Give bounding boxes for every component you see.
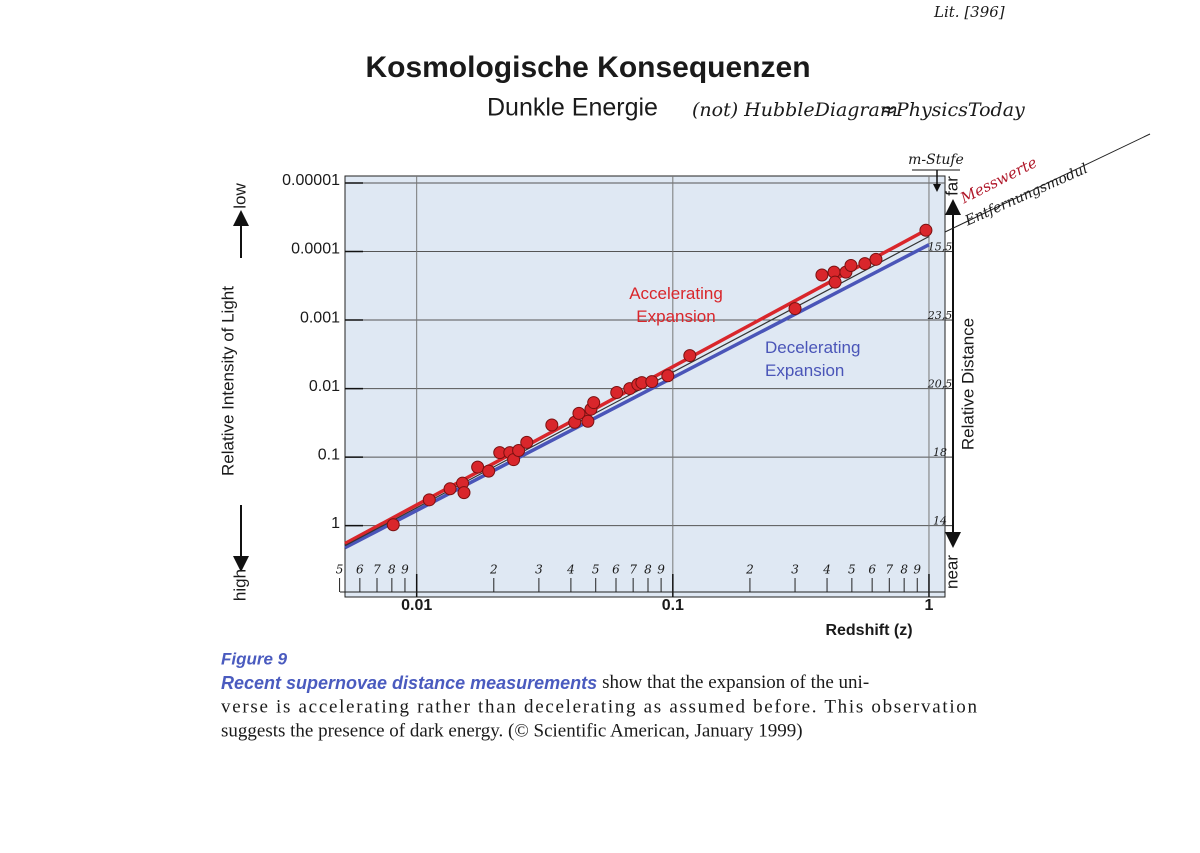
x-minor-tick-label: 9: [401, 563, 409, 577]
y2-title: m-Stufe: [908, 152, 964, 168]
data-point: [815, 268, 829, 282]
data-point: [844, 259, 858, 273]
data-point: [482, 464, 496, 478]
y-low-label: low: [230, 183, 249, 209]
x-minor-tick-label: 6: [356, 563, 364, 577]
y-axis-label: Relative Intensity of Light: [218, 286, 237, 476]
data-point: [520, 435, 534, 449]
data-point: [572, 406, 586, 420]
heading: Kosmologische Konsequenzen: [365, 51, 810, 84]
series-label-box: Decelerating Expansion: [765, 338, 861, 380]
y2-tick-label: 23,5: [927, 309, 953, 322]
data-point: [587, 396, 601, 410]
y2-near-label: near: [942, 555, 961, 589]
x-minor-tick-label: 2: [489, 563, 498, 577]
data-point: [919, 223, 933, 237]
x-minor-tick-label: 5: [592, 563, 600, 577]
data-point: [581, 414, 595, 428]
x-minor-tick-label: 2: [745, 563, 754, 577]
data-point: [683, 349, 697, 363]
subheading: Dunkle Energie: [487, 94, 658, 122]
y2-tick-label: 18: [933, 446, 947, 459]
data-point: [788, 302, 802, 316]
x-minor-tick-label: 5: [336, 563, 344, 577]
x-minor-tick-label: 6: [612, 563, 620, 577]
data-point: [422, 493, 436, 507]
x-minor-tick-label: 7: [885, 563, 893, 577]
figure-number: Figure 9: [221, 649, 288, 668]
reference-note: Lit. [396]: [933, 3, 1005, 21]
data-point: [443, 482, 457, 496]
y-tick-label: 0.001: [300, 309, 340, 326]
data-point: [858, 257, 872, 271]
y-tick-label: 0.01: [309, 378, 340, 395]
x-minor-tick-label: 5: [848, 563, 856, 577]
data-point: [869, 252, 883, 266]
data-point: [512, 443, 526, 457]
y-tick-label: 0.1: [318, 446, 340, 463]
marks: Accelerating Expansion Decelerating Expan…: [344, 223, 933, 550]
data-point: [457, 486, 471, 500]
y-high-label: high: [230, 569, 249, 601]
series-label: Decelerating Expansion: [765, 338, 861, 380]
x-minor-tick-label: 4: [822, 563, 831, 577]
x-minor-tick-label: 3: [535, 563, 543, 577]
data-point: [386, 518, 400, 532]
y-tick-label: 0.00001: [282, 172, 340, 189]
y2-far-label: far: [942, 176, 961, 196]
caption-text: suggests the presence of dark energy. (©…: [221, 720, 803, 741]
data-point: [661, 369, 675, 383]
x-minor-tick-label: 8: [900, 563, 908, 577]
series-label-box: Accelerating Expansion: [629, 284, 723, 326]
x-minor-tick-label: 7: [629, 563, 637, 577]
x-minor-tick-label: 8: [388, 563, 396, 577]
data-point: [545, 418, 559, 432]
x-minor-tick-label: 8: [644, 563, 652, 577]
y2-tick-label: 14: [933, 515, 947, 528]
caption-text: show that the expansion of the uni-: [602, 672, 869, 693]
x-minor-tick-label: 9: [913, 563, 921, 577]
caption-line: Recent supernovae distance measurements s…: [221, 672, 869, 693]
data-point: [471, 460, 485, 474]
x-minor-tick-label: 7: [373, 563, 381, 577]
y2-axis-arrow: [912, 133, 1151, 548]
series-label: Accelerating Expansion: [629, 284, 723, 326]
y2-axis-label: Relative Distance: [958, 318, 977, 450]
x-tick-label: 0.01: [401, 597, 432, 614]
y-tick-label: 1: [331, 515, 340, 532]
x-tick-label: 1: [925, 597, 934, 614]
y2-tick-label: 15,5: [928, 241, 953, 254]
y-axis-arrow: [233, 210, 249, 572]
handwritten-subtitle: (not) HubbleDiagram: [692, 99, 898, 121]
x-minor-tick-label: 9: [657, 563, 665, 577]
y2-tick-label: 20,5: [927, 378, 953, 391]
caption-text: verse is accelerating rather than decele…: [221, 696, 978, 717]
x-minor-tick-label: 3: [791, 563, 799, 577]
model-line: [344, 235, 930, 547]
model-line: [344, 243, 930, 550]
data-point: [828, 275, 842, 289]
handwritten-source: ≈PhysicsToday: [880, 99, 1025, 121]
data-point: [645, 375, 659, 389]
x-axis-label: Redshift (z): [825, 622, 912, 639]
x-tick-label: 0.1: [662, 597, 684, 614]
caption-lead: Recent supernovae distance measurements: [221, 673, 597, 693]
data-point: [610, 385, 624, 399]
y-tick-label: 0.0001: [291, 241, 340, 258]
x-minor-tick-label: 6: [868, 563, 876, 577]
x-minor-tick-label: 4: [566, 563, 575, 577]
